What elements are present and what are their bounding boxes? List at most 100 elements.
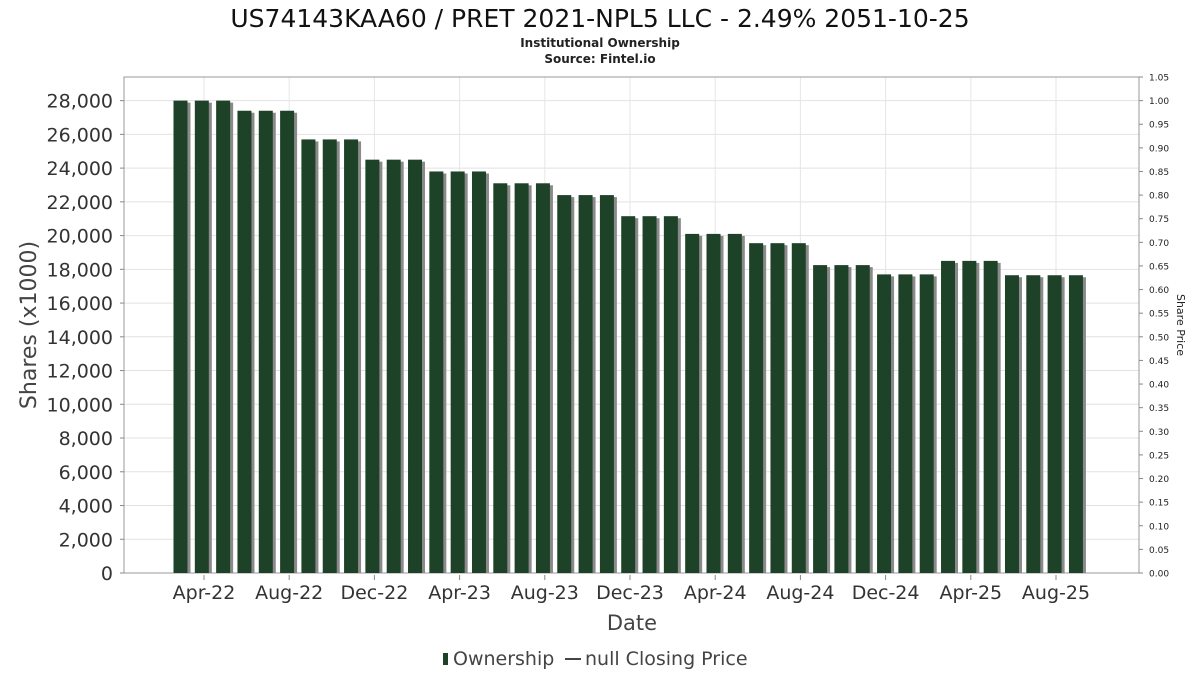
ownership-bar [322,139,337,574]
ownership-bar [919,274,934,573]
ownership-bar [663,216,678,574]
ownership-bar [535,183,550,574]
y2-tick-label: 0.60 [1149,286,1169,296]
ownership-bar [344,139,359,574]
ownership-bar [855,265,870,573]
x-tick-label: Apr-22 [173,582,236,604]
x-tick-label: Aug-24 [766,582,834,604]
x-axis-ticks: Apr-22 Aug-22 Dec-22 Apr-23 Aug-23 Dec-23 Apr-… [173,575,1090,604]
y2-tick-label: 0.50 [1149,333,1169,343]
y2-tick-label: 0.70 [1149,239,1169,249]
y2-tick-label: 0.25 [1149,451,1169,461]
ownership-bar [706,233,721,574]
y-tick-label: 6,000 [59,462,113,484]
ownership-bar [1047,275,1062,573]
legend-ownership-label: Ownership [453,648,554,670]
y2-axis-label: Share Price [1174,294,1187,356]
y2-tick-label: 0.85 [1149,168,1169,178]
y-tick-label: 0 [101,563,113,585]
ownership-bar [983,260,998,573]
y-tick-label: 24,000 [47,158,113,180]
ownership-bar [301,139,316,574]
ownership-bar [493,183,508,574]
ownership-bar [962,260,977,573]
y2-tick-label: 0.15 [1149,499,1169,509]
y2-tick-label: 0.20 [1149,475,1169,485]
y2-tick-label: 0.90 [1149,144,1169,154]
x-axis-label: Date [607,611,657,635]
legend: Ownership null Closing Price [443,648,748,670]
ownership-bar [642,216,657,574]
chart-subtitle: Institutional Ownership [520,36,680,50]
y2-tick-label: 0.35 [1149,404,1169,414]
y2-tick-label: 0.65 [1149,262,1169,272]
chart-source: Source: Fintel.io [544,52,655,66]
ownership-bar [1026,275,1041,573]
ownership-bar [877,274,892,573]
ownership-bar [1068,275,1083,573]
y-axis-ticks: 0 2,000 4,000 6,000 8,000 10,000 12,000 14,000 1… [47,91,124,585]
ownership-bar [749,243,764,573]
y-axis-label: Shares (x1000) [17,241,42,409]
ownership-bar [791,243,806,573]
y-tick-label: 2,000 [59,529,113,551]
y-tick-label: 20,000 [47,226,113,248]
y2-tick-label: 0.10 [1149,522,1169,532]
y-tick-label: 28,000 [47,91,113,113]
y-tick-label: 10,000 [47,394,113,416]
ownership-bar [813,265,828,573]
ownership-bar [685,233,700,574]
ownership-bar [514,183,529,574]
x-tick-label: Dec-22 [340,582,408,604]
ownership-bar [429,171,444,573]
x-tick-label: Apr-23 [428,582,491,604]
ownership-bars [173,100,1086,574]
ownership-bar [450,171,465,573]
ownership-bar [770,243,785,573]
ownership-bar [280,110,295,574]
y-tick-label: 12,000 [47,361,113,383]
ownership-bar [599,195,614,573]
ownership-bar [237,110,252,574]
x-tick-label: Dec-23 [596,582,664,604]
ownership-bar [898,274,913,573]
x-tick-label: Apr-25 [939,582,1002,604]
ownership-bar [941,260,956,573]
y2-tick-label: 0.95 [1149,121,1169,131]
y2-tick-label: 0.30 [1149,428,1169,438]
x-tick-label: Aug-25 [1022,582,1090,604]
y2-axis-ticks: 0.00 0.05 0.10 0.15 0.20 0.25 0.30 0.35 0.40 0.45… [1139,74,1169,580]
ownership-bar [258,110,273,574]
ownership-bar [194,100,209,573]
ownership-bar [386,159,401,573]
ownership-bar [621,216,636,574]
ownership-bar [365,159,380,573]
x-tick-label: Apr-24 [684,582,747,604]
y2-tick-label: 0.55 [1149,310,1169,320]
y-tick-label: 22,000 [47,192,113,214]
y2-tick-label: 1.00 [1149,97,1169,107]
y-tick-label: 16,000 [47,293,113,315]
y2-tick-label: 0.00 [1149,570,1169,580]
ownership-bar [471,171,486,573]
x-tick-label: Aug-22 [255,582,323,604]
y-tick-label: 4,000 [59,496,113,518]
y2-tick-label: 0.40 [1149,381,1169,391]
y-tick-label: 8,000 [59,428,113,450]
y2-tick-label: 0.45 [1149,357,1169,367]
y-tick-label: 26,000 [47,124,113,146]
ownership-bar [216,100,231,573]
legend-price-label: null Closing Price [585,648,748,670]
y-tick-label: 14,000 [47,327,113,349]
y2-tick-label: 0.75 [1149,215,1169,225]
ownership-bar [834,265,849,573]
y2-tick-label: 1.05 [1149,74,1169,84]
y2-tick-label: 0.80 [1149,192,1169,202]
chart-title: US74143KAA60 / PRET 2021-NPL5 LLC - 2.49… [230,4,969,33]
y2-tick-label: 0.05 [1149,546,1169,556]
ownership-bar [1004,275,1019,573]
legend-ownership-swatch [443,653,448,665]
ownership-bar [408,159,423,573]
ownership-bar [578,195,593,573]
